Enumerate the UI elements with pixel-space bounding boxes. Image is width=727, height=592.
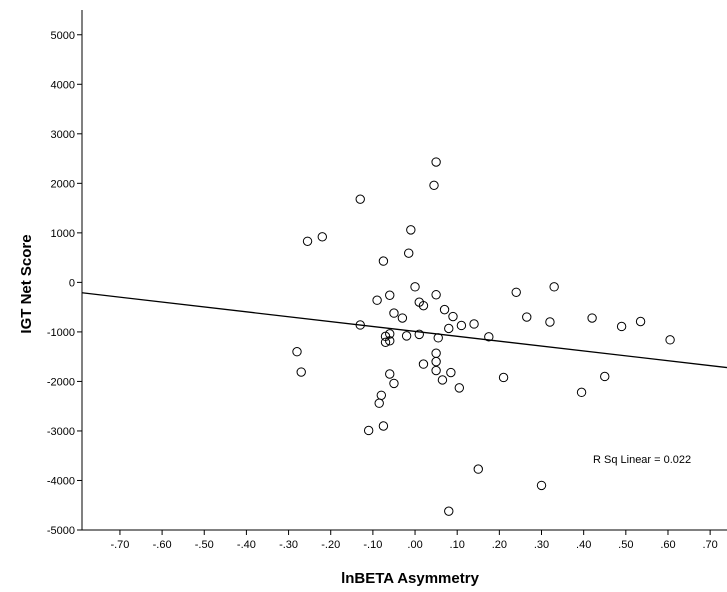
r-squared-annotation: R Sq Linear = 0.022 [593, 454, 691, 466]
x-tick-label: .70 [702, 539, 717, 551]
x-tick-label: -.20 [321, 539, 340, 551]
data-point [616, 321, 627, 332]
data-point [374, 398, 384, 408]
data-point [576, 387, 587, 398]
x-tick-label: .20 [492, 539, 507, 551]
x-tick-label: -.60 [153, 539, 172, 551]
data-point [372, 295, 382, 305]
data-point [549, 282, 559, 292]
y-tick-label: 1000 [51, 228, 75, 240]
data-point [363, 425, 374, 436]
data-point [410, 282, 420, 292]
y-axis-title: IGT Net Score [18, 234, 35, 333]
data-point [433, 333, 443, 343]
data-point [431, 356, 441, 367]
fit-line [81, 292, 727, 369]
y-axis: -5000 -4000 -3000 -2000 -1000 0 1000 2000 3000 40… [47, 10, 83, 537]
data-point [397, 313, 408, 323]
data-point [355, 320, 365, 330]
data-point [522, 312, 532, 322]
x-tick-label: -.30 [279, 539, 298, 551]
data-point [498, 372, 509, 383]
data-point [444, 506, 454, 516]
y-tick-label: -1000 [47, 327, 75, 339]
data-point [355, 194, 365, 204]
y-tick-label: 2000 [51, 178, 75, 190]
data-point [545, 317, 555, 327]
y-tick-label: -5000 [47, 525, 75, 537]
y-tick-label: -3000 [47, 426, 75, 438]
data-point [511, 287, 521, 297]
data-point [378, 256, 389, 266]
x-axis: -.70 -.60 -.50 -.40 -.30 -.20 -.10 .00 .10 .20 .30… [82, 529, 727, 551]
x-tick-label: -.50 [195, 539, 214, 551]
data-point [448, 311, 458, 322]
fit-line-layer [81, 292, 727, 369]
x-tick-label: .10 [450, 539, 465, 551]
data-point [429, 180, 439, 191]
data-point [431, 348, 441, 358]
data-point [418, 359, 429, 369]
data-point [439, 304, 450, 315]
data-point [484, 332, 494, 342]
data-point [536, 480, 547, 491]
y-tick-label: -4000 [47, 475, 75, 487]
data-point [635, 316, 646, 327]
data-point [292, 347, 302, 357]
data-point [444, 323, 454, 334]
data-point [404, 248, 414, 258]
data-point [587, 313, 597, 323]
data-point [406, 225, 416, 235]
data-point [380, 337, 391, 348]
data-point [431, 157, 441, 167]
data-point [418, 300, 429, 311]
data-point [385, 336, 395, 346]
y-tick-label: 5000 [51, 30, 75, 42]
data-point [296, 367, 306, 377]
x-tick-label: .50 [618, 539, 633, 551]
data-point [302, 236, 313, 246]
y-tick-label: 3000 [51, 129, 75, 141]
data-point [469, 319, 479, 329]
x-tick-label: .30 [534, 539, 549, 551]
x-tick-label: -.40 [237, 539, 256, 551]
data-point [376, 390, 387, 400]
data-point [401, 331, 412, 341]
data-point [389, 308, 399, 318]
data-point [317, 232, 327, 242]
data-point [446, 367, 456, 378]
data-point [378, 421, 389, 431]
y-tick-label: 0 [69, 277, 75, 289]
data-point [431, 365, 441, 376]
data-point [454, 383, 465, 393]
x-tick-label: -.70 [110, 539, 129, 551]
data-point [437, 375, 448, 385]
y-tick-label: 4000 [51, 79, 75, 91]
data-point [456, 320, 467, 331]
data-point [665, 335, 675, 345]
data-point [385, 290, 395, 300]
points-layer [292, 157, 675, 516]
data-point [473, 464, 483, 474]
data-point [414, 329, 424, 340]
x-tick-label: .00 [407, 539, 422, 551]
data-point [431, 290, 441, 300]
data-point [600, 371, 610, 382]
x-tick-label: .40 [576, 539, 591, 551]
y-tick-label: -2000 [47, 376, 75, 388]
data-point [385, 369, 395, 379]
x-axis-title: lnBETA Asymmetry [341, 570, 479, 587]
x-tick-label: -.10 [363, 539, 382, 551]
x-tick-label: .60 [660, 539, 675, 551]
data-point [389, 378, 399, 389]
